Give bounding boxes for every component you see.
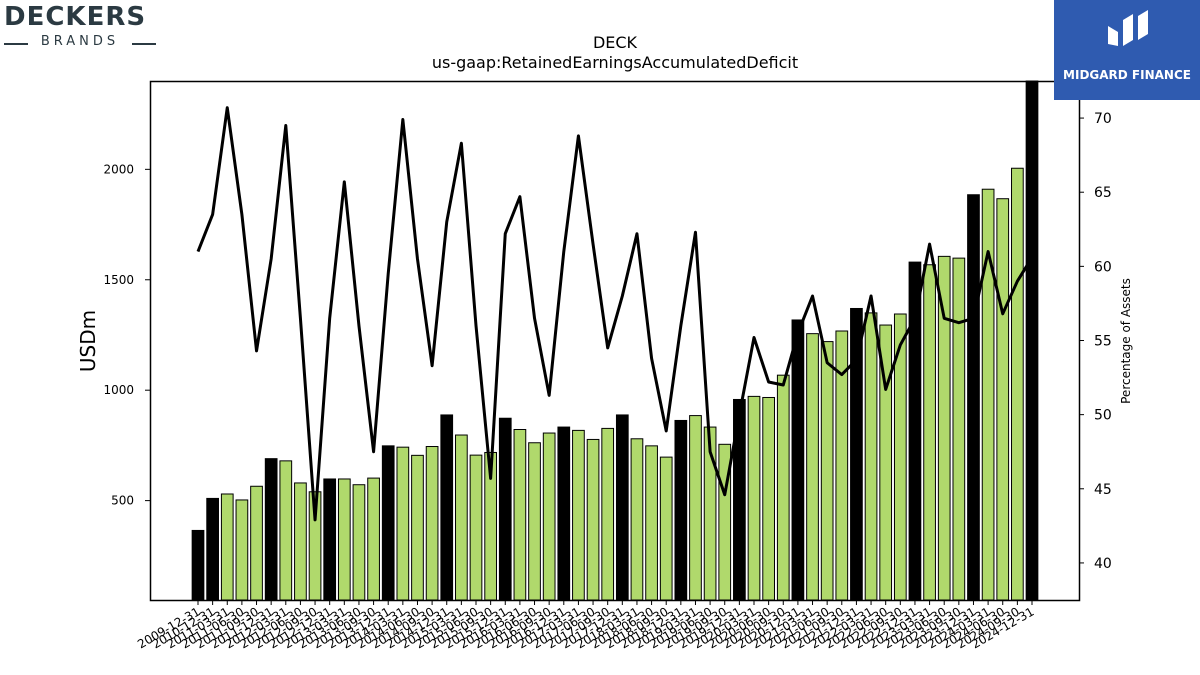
logo-rule-right [132,43,156,45]
bar [850,307,863,601]
bar [220,493,234,601]
left-axis-ticks: 500 1000 1500 2000 [103,162,150,508]
bar [264,458,278,601]
bar [440,414,454,601]
logo-main-text: DECKERS [4,2,147,32]
y-tick-label: 2000 [103,162,134,176]
y2-tick-label: 65 [1094,185,1112,201]
y-tick-label: 500 [111,494,134,508]
chart-title: DECK [593,33,638,52]
bar [747,395,761,601]
bar [864,312,878,601]
bar [352,484,366,601]
bar [425,446,439,601]
y-axis-label: USDm [76,310,100,372]
y2-tick-label: 50 [1094,408,1112,424]
bar [411,454,424,601]
bar [659,456,673,601]
bar [762,396,775,601]
bar [279,460,293,601]
y2-axis-label: Percentage of Assets [1119,278,1133,404]
bar [937,255,951,601]
bar [528,442,541,601]
right-axis-ticks: 40 45 50 55 60 65 70 [1079,111,1112,572]
midgard-mark-icon [1108,10,1148,46]
bar [1025,80,1039,601]
y-tick-label: 1500 [103,273,134,287]
bar [469,454,483,601]
bar [323,478,337,601]
bar [689,415,702,601]
chart-subtitle: us-gaap:RetainedEarningsAccumulatedDefic… [432,53,798,72]
bar [791,319,805,601]
bar [923,264,936,601]
bar [396,446,410,601]
bar [1011,167,1024,601]
bar [645,445,658,601]
bar [294,482,307,601]
bar [967,194,980,601]
bar [615,414,629,601]
y2-tick-label: 45 [1094,482,1112,498]
bar [601,427,615,601]
bar [586,438,600,601]
midgard-finance-logo: MIDGARD FINANCE [1054,0,1200,100]
line-group [196,106,1034,522]
deckers-brands-logo: DECKERS BRANDS [4,2,160,52]
bar [235,499,249,601]
y2-tick-label: 40 [1094,556,1112,572]
midgard-finance-text: MIDGARD FINANCE [1063,68,1191,82]
bar [191,529,205,601]
bar [557,426,571,601]
logo-rule-left [4,43,28,45]
bar [572,429,585,601]
y2-tick-label: 70 [1094,111,1112,127]
y2-tick-label: 55 [1094,334,1112,350]
bar [513,429,527,601]
bar [820,341,834,601]
bar [674,419,688,601]
y2-tick-label: 60 [1094,259,1112,275]
bar [952,257,966,601]
bar [630,438,644,601]
bar [367,477,380,601]
bar [206,497,219,601]
bar [455,434,468,601]
x-axis-ticks: 2009-12-312010-12-312011-03-312011-06-30… [135,600,1037,651]
y-tick-label: 1000 [103,383,134,397]
bar [498,417,512,601]
percent-line [196,106,1034,522]
bar [806,333,819,601]
bar [250,485,263,601]
bars-group [191,80,1039,601]
bar [337,478,351,601]
bar [542,432,556,601]
bar [381,445,395,601]
logo-sub-text: BRANDS [40,34,120,49]
bar [996,198,1010,601]
bar [776,374,790,601]
